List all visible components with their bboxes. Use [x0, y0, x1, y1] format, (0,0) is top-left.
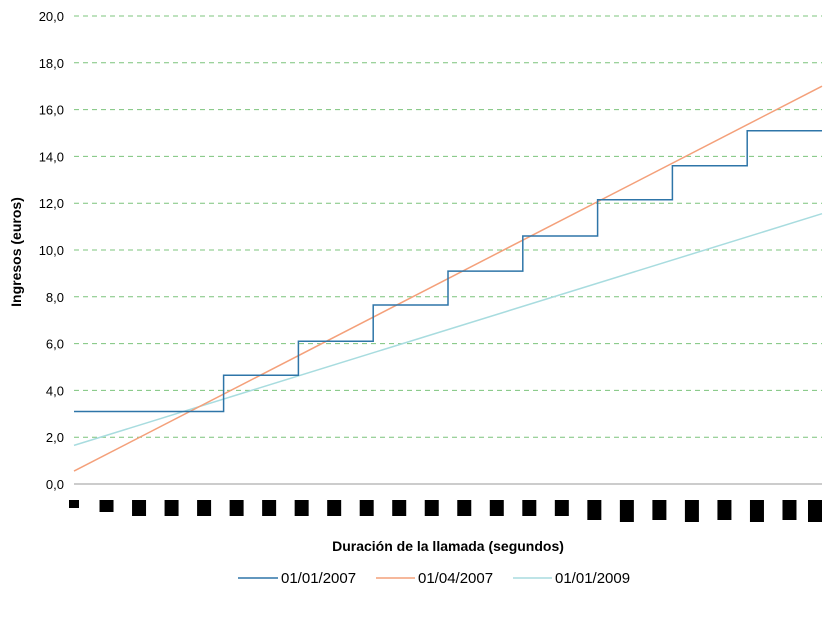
- x-tick-label: [457, 500, 472, 516]
- y-tick-label: 16,0: [39, 103, 64, 118]
- x-tick-label: [717, 500, 732, 520]
- x-tick-label: [684, 500, 699, 522]
- y-tick-label: 14,0: [39, 149, 64, 164]
- x-tick-label: [294, 500, 309, 516]
- x-tick-label: [359, 500, 374, 516]
- x-tick-label: [164, 500, 179, 516]
- y-axis-title: Ingresos (euros): [8, 197, 24, 307]
- x-axis-title: Duración de la llamada (segundos): [332, 538, 564, 554]
- x-tick-label: [652, 500, 667, 520]
- y-tick-label: 10,0: [39, 243, 64, 258]
- legend: 01/01/2007 01/04/2007 01/01/2009: [238, 570, 630, 587]
- y-tick-label: 12,0: [39, 196, 64, 211]
- x-tick-label: [424, 500, 439, 516]
- x-tick-label: [489, 500, 504, 516]
- y-tick-label: 8,0: [46, 290, 64, 305]
- y-tick-label: 0,0: [46, 477, 64, 492]
- legend-label-series-3: 01/01/2009: [555, 570, 630, 587]
- x-tick-label: [197, 500, 212, 516]
- y-tick-label: 4,0: [46, 383, 64, 398]
- x-tick-label: [327, 500, 342, 516]
- x-tick-label: [782, 500, 797, 520]
- x-tick-label: [808, 500, 822, 522]
- x-tick-label: [99, 500, 114, 512]
- series-line-3: [73, 212, 823, 447]
- series-line-1: [74, 129, 822, 413]
- x-tick-label: [262, 500, 277, 516]
- x-tick-label: [69, 500, 79, 508]
- x-tick-label: [619, 500, 634, 522]
- y-tick-label: 2,0: [46, 430, 64, 445]
- x-tick-label: [392, 500, 407, 516]
- y-tick-label: 18,0: [39, 56, 64, 71]
- y-tick-label: 20,0: [39, 9, 64, 24]
- x-tick-label: [554, 500, 569, 516]
- series-lines: [73, 85, 823, 472]
- x-tick-label: [132, 500, 147, 516]
- legend-label-series-1: 01/01/2007: [281, 570, 356, 587]
- x-tick-label: [587, 500, 602, 520]
- x-axis-ticks: [69, 500, 822, 522]
- legend-label-series-2: 01/04/2007: [418, 570, 493, 587]
- y-axis-ticks: 0,0 2,0 4,0 6,0 8,0 10,0 12,0 14,0 16,0 18,0 20,0: [39, 9, 64, 492]
- y-tick-label: 6,0: [46, 337, 64, 352]
- x-tick-label: [749, 500, 764, 522]
- x-tick-label: [522, 500, 537, 516]
- x-tick-label: [229, 500, 244, 516]
